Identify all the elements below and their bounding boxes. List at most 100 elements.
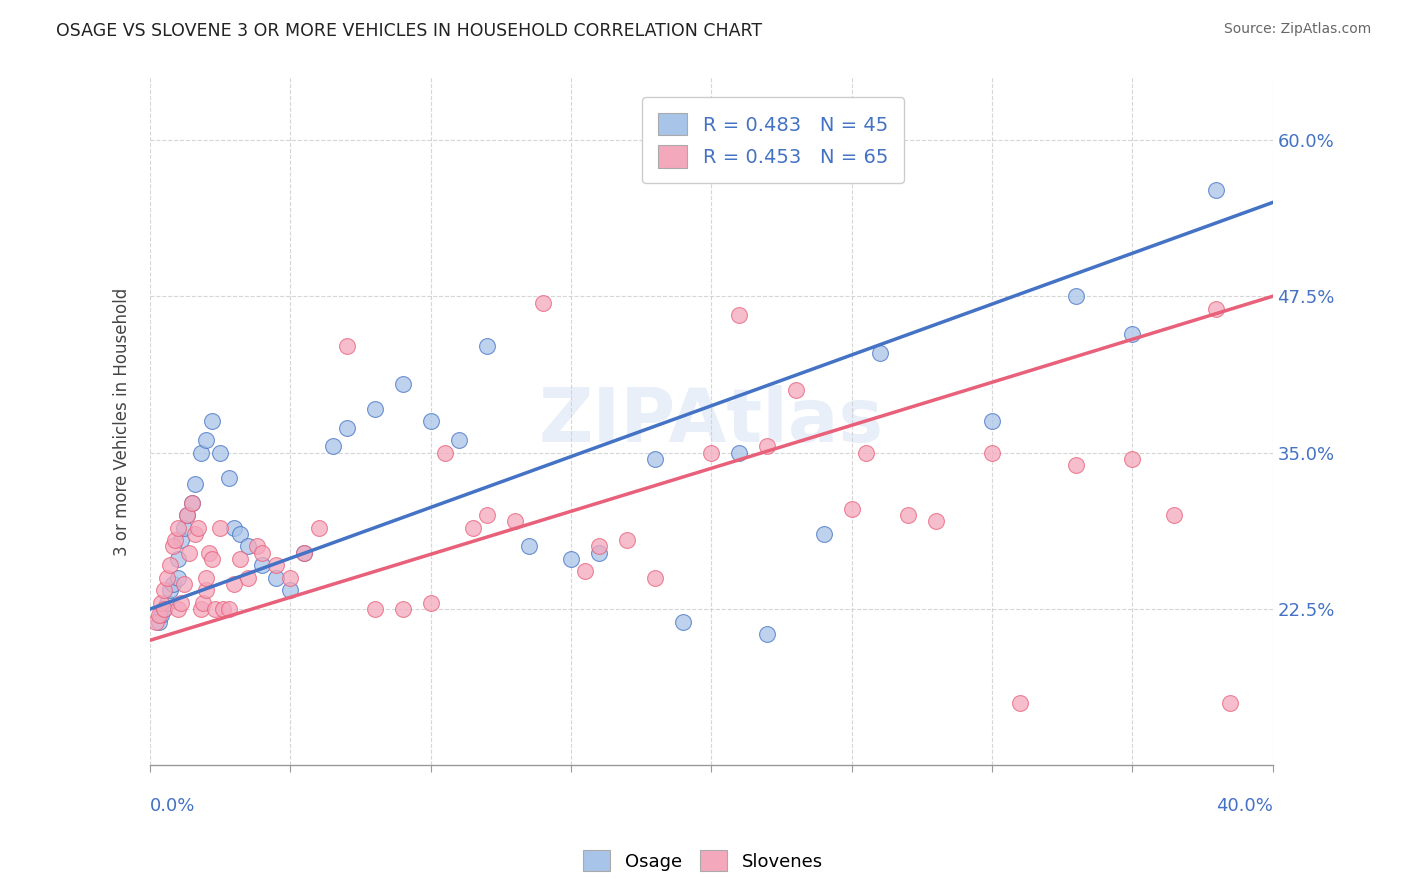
Point [419, 414, 441, 428]
Point [1064, 289, 1087, 303]
Point [981, 414, 1004, 428]
Point [195, 571, 218, 585]
Point [173, 521, 195, 535]
Point [162, 540, 184, 554]
Point [1219, 696, 1241, 710]
Point [159, 583, 181, 598]
Y-axis label: 3 or more Vehicles in Household: 3 or more Vehicles in Household [114, 287, 131, 556]
Point [336, 339, 359, 353]
Point [897, 508, 920, 523]
Point [198, 546, 221, 560]
Point [252, 558, 274, 573]
Point [336, 420, 359, 434]
Point [728, 308, 751, 322]
Point [238, 571, 260, 585]
Point [176, 508, 198, 523]
Point [419, 596, 441, 610]
Point [574, 565, 596, 579]
Point [1008, 696, 1031, 710]
Point [170, 596, 193, 610]
Point [229, 527, 252, 541]
Point [391, 376, 413, 391]
Point [616, 533, 638, 548]
Point [1205, 301, 1227, 316]
Point [756, 439, 779, 453]
Point [1163, 508, 1185, 523]
Point [167, 521, 190, 535]
Point [167, 552, 190, 566]
Point [363, 602, 385, 616]
Point [644, 451, 666, 466]
Point [756, 627, 779, 641]
Point [229, 552, 252, 566]
Point [503, 515, 526, 529]
Point [517, 540, 540, 554]
Point [1205, 183, 1227, 197]
Point [981, 445, 1004, 459]
Point [209, 521, 232, 535]
Point [145, 615, 167, 629]
Point [700, 445, 723, 459]
Point [531, 295, 554, 310]
Point [201, 552, 224, 566]
Point [728, 445, 751, 459]
Point [181, 496, 204, 510]
Point [148, 608, 170, 623]
Point [644, 571, 666, 585]
Point [190, 602, 212, 616]
Point [159, 558, 181, 573]
Point [841, 502, 863, 516]
Point [280, 583, 302, 598]
Point [322, 439, 344, 453]
Point [252, 546, 274, 560]
Point [280, 571, 302, 585]
Point [190, 445, 212, 459]
Text: 40.0%: 40.0% [1216, 797, 1272, 814]
Point [176, 508, 198, 523]
Point [170, 533, 193, 548]
Point [148, 615, 170, 629]
Text: OSAGE VS SLOVENE 3 OR MORE VEHICLES IN HOUSEHOLD CORRELATION CHART: OSAGE VS SLOVENE 3 OR MORE VEHICLES IN H… [56, 22, 762, 40]
Point [785, 383, 807, 397]
Point [167, 602, 190, 616]
Point [433, 445, 456, 459]
Point [153, 583, 176, 598]
Point [201, 414, 224, 428]
Point [246, 540, 269, 554]
Point [294, 546, 316, 560]
Point [156, 571, 179, 585]
Point [204, 602, 226, 616]
Point [588, 540, 610, 554]
Point [218, 471, 240, 485]
Point [209, 445, 232, 459]
Point [1121, 451, 1143, 466]
Point [193, 596, 215, 610]
Point [588, 546, 610, 560]
Point [869, 345, 891, 359]
Point [184, 527, 207, 541]
Point [391, 602, 413, 616]
Point [181, 496, 204, 510]
Point [266, 571, 288, 585]
Point [150, 596, 173, 610]
Point [238, 540, 260, 554]
Point [150, 608, 173, 623]
Point [925, 515, 948, 529]
Point [294, 546, 316, 560]
Text: Source: ZipAtlas.com: Source: ZipAtlas.com [1223, 22, 1371, 37]
Legend: R = 0.483   N = 45, R = 0.453   N = 65: R = 0.483 N = 45, R = 0.453 N = 65 [643, 97, 904, 183]
Point [266, 558, 288, 573]
Point [162, 577, 184, 591]
Point [560, 552, 582, 566]
Point [813, 527, 835, 541]
Point [167, 571, 190, 585]
Point [212, 602, 235, 616]
Point [218, 602, 240, 616]
Point [855, 445, 877, 459]
Point [224, 521, 246, 535]
Text: ZIPAtlas: ZIPAtlas [538, 384, 884, 458]
Point [1064, 458, 1087, 472]
Point [179, 546, 201, 560]
Point [195, 583, 218, 598]
Point [195, 433, 218, 447]
